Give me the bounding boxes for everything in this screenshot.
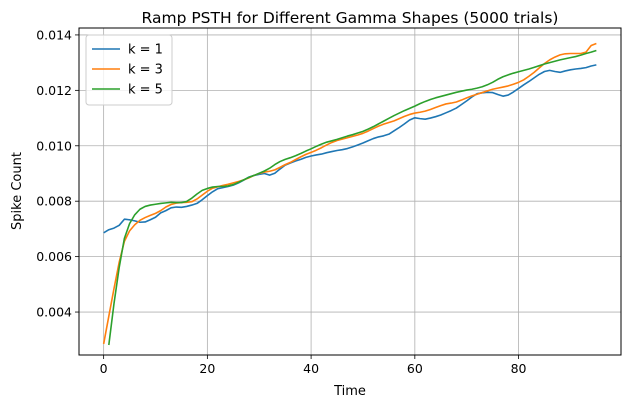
x-tick-label: 0 bbox=[100, 361, 108, 376]
x-axis: 0 20 40 60 80 bbox=[100, 355, 527, 376]
y-tick-label: 0.014 bbox=[36, 27, 72, 42]
series-lines bbox=[102, 42, 597, 346]
grid bbox=[79, 28, 621, 355]
y-tick-label: 0.008 bbox=[36, 194, 72, 209]
x-tick-label: 60 bbox=[407, 361, 423, 376]
plot-frame bbox=[78, 27, 622, 356]
y-axis-label: Spike Count bbox=[10, 152, 25, 230]
legend-box bbox=[85, 34, 173, 106]
series-line-k5 bbox=[108, 49, 597, 346]
legend-label-k5: k = 5 bbox=[128, 83, 163, 98]
x-axis-label: Time bbox=[333, 384, 366, 399]
y-tick-label: 0.006 bbox=[36, 249, 72, 264]
legend: k = 1 k = 3 k = 5 bbox=[85, 34, 173, 106]
y-tick-label: 0.004 bbox=[36, 305, 72, 320]
x-tick-label: 20 bbox=[199, 361, 215, 376]
legend-label-k1: k = 1 bbox=[128, 43, 163, 58]
x-tick-label: 40 bbox=[303, 361, 319, 376]
y-axis: 0.004 0.006 0.008 0.010 0.012 0.014 bbox=[36, 27, 79, 320]
x-tick-label: 80 bbox=[511, 361, 527, 376]
series-line-k1 bbox=[103, 64, 597, 234]
chart-title: Ramp PSTH for Different Gamma Shapes (50… bbox=[142, 9, 559, 27]
y-tick-label: 0.012 bbox=[36, 83, 72, 98]
legend-label-k3: k = 3 bbox=[128, 63, 163, 78]
y-tick-label: 0.010 bbox=[36, 138, 72, 153]
